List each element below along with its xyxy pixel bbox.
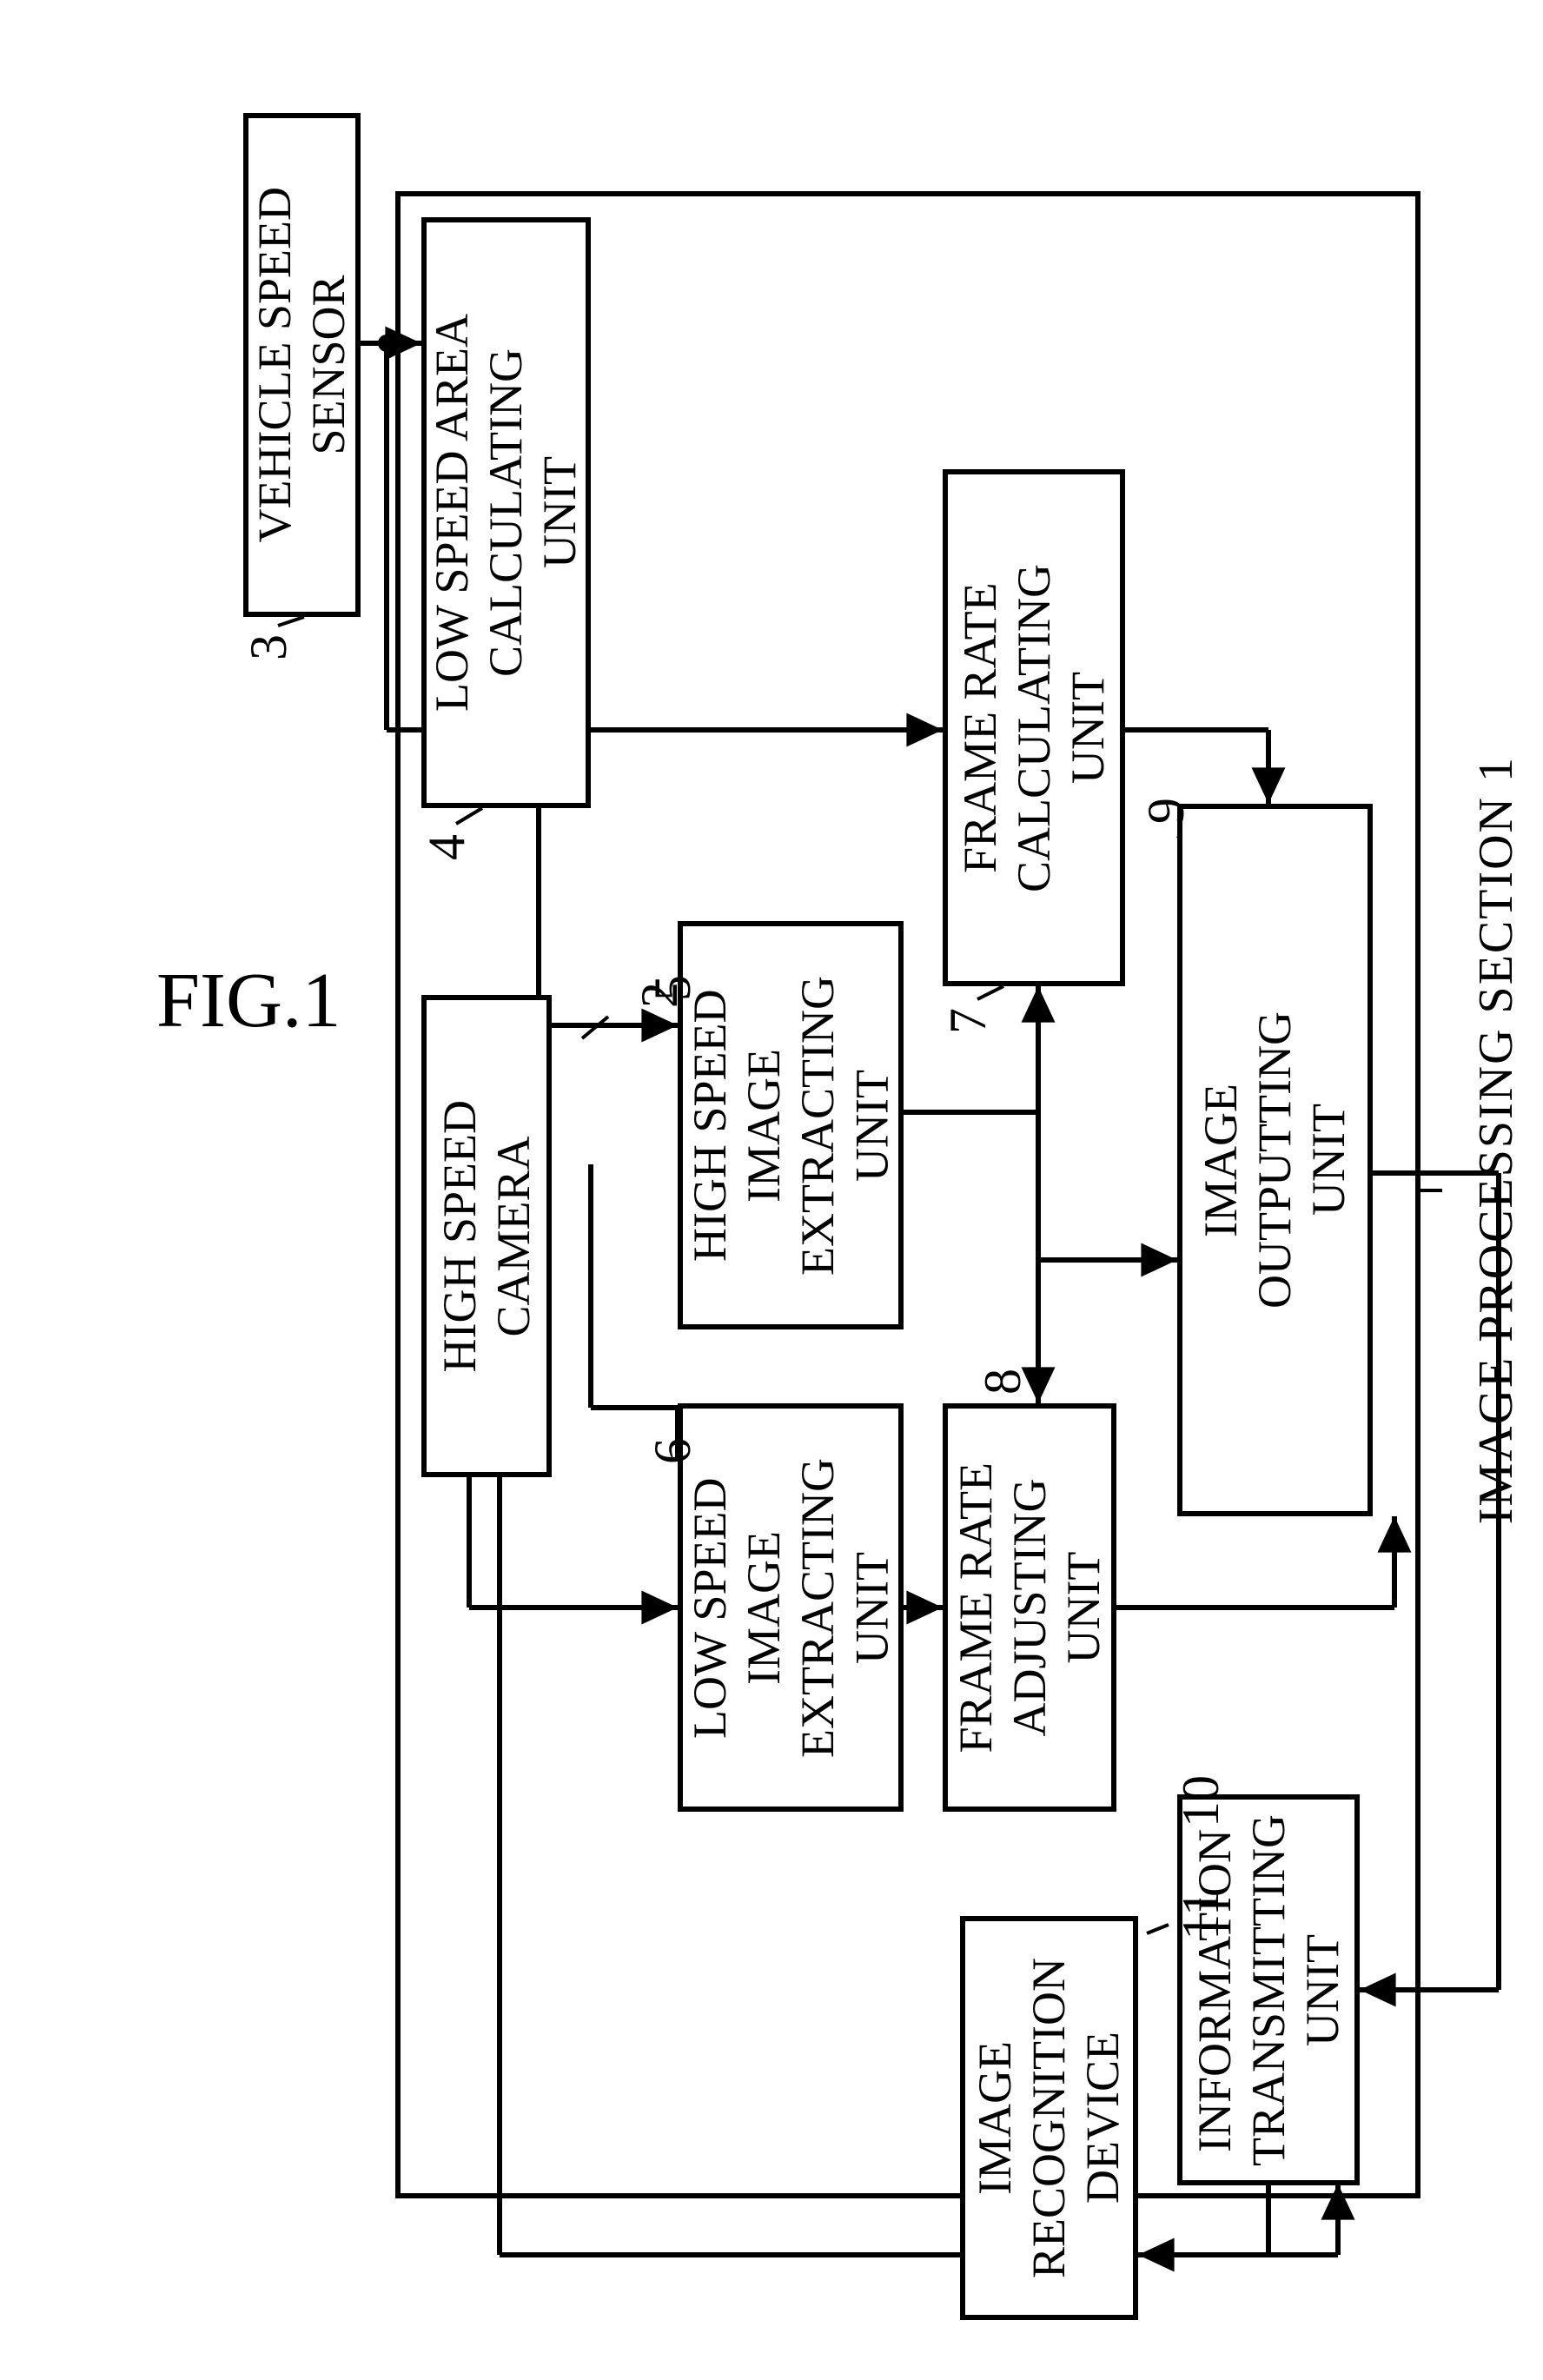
high-speed-extract-block: HIGH SPEED IMAGE EXTRACTING UNIT xyxy=(678,921,904,1329)
image-output-label: IMAGE OUTPUTTING UNIT xyxy=(1194,1011,1355,1309)
diagram-canvas: FIG.1 IMAGE PROCESSING SECTION 1 VEHICLE… xyxy=(0,0,1543,2380)
low-speed-area-ref: 4 xyxy=(417,834,477,860)
image-recog-label: IMAGE RECOGNITION DEVICE xyxy=(968,1958,1129,2278)
frame-rate-calc-label: FRAME RATE CALCULATING UNIT xyxy=(953,564,1115,892)
high-speed-extract-label: HIGH SPEED IMAGE EXTRACTING UNIT xyxy=(683,976,898,1276)
low-speed-extract-block: LOW SPEED IMAGE EXTRACTING UNIT xyxy=(678,1403,904,1812)
image-output-block: IMAGE OUTPUTTING UNIT xyxy=(1177,804,1373,1516)
vehicle-speed-sensor-ref: 3 xyxy=(239,634,299,660)
image-processing-section-label: IMAGE PROCESSING SECTION 1 xyxy=(1468,756,1524,1524)
vehicle-speed-sensor-block: VEHICLE SPEED SENSOR xyxy=(243,113,361,617)
low-speed-area-label: LOW SPEED AREA CALCULATING UNIT xyxy=(425,314,586,712)
frame-rate-adj-block: FRAME RATE ADJUSTING UNIT xyxy=(943,1403,1116,1812)
info-transmit-label: INFORMATION TRANSMITTING UNIT xyxy=(1188,1814,1349,2166)
low-speed-area-block: LOW SPEED AREA CALCULATING UNIT xyxy=(421,217,591,808)
low-speed-extract-ref: 6 xyxy=(643,1438,703,1464)
vehicle-speed-sensor-label: VEHICLE SPEED SENSOR xyxy=(248,187,355,542)
image-output-ref: 9 xyxy=(1136,798,1196,824)
low-speed-extract-label: LOW SPEED IMAGE EXTRACTING UNIT xyxy=(683,1458,898,1758)
info-transmit-ref: 10 xyxy=(1171,1775,1231,1827)
high-speed-extract-ref: 5 xyxy=(643,975,703,1001)
frame-rate-adj-label: FRAME RATE ADJUSTING UNIT xyxy=(949,1462,1110,1754)
high-speed-camera-block: HIGH SPEED CAMERA xyxy=(421,995,552,1477)
frame-rate-calc-ref: 7 xyxy=(938,1008,998,1034)
high-speed-camera-label: HIGH SPEED CAMERA xyxy=(433,1100,540,1373)
frame-rate-calc-block: FRAME RATE CALCULATING UNIT xyxy=(943,469,1125,986)
info-transmit-block: INFORMATION TRANSMITTING UNIT xyxy=(1177,1794,1360,2185)
image-recog-ref: 11 xyxy=(1171,1890,1231,1940)
frame-rate-adj-ref: 8 xyxy=(973,1369,1033,1395)
image-recog-block: IMAGE RECOGNITION DEVICE xyxy=(960,1916,1138,2320)
figure-title: FIG.1 xyxy=(156,956,341,1045)
